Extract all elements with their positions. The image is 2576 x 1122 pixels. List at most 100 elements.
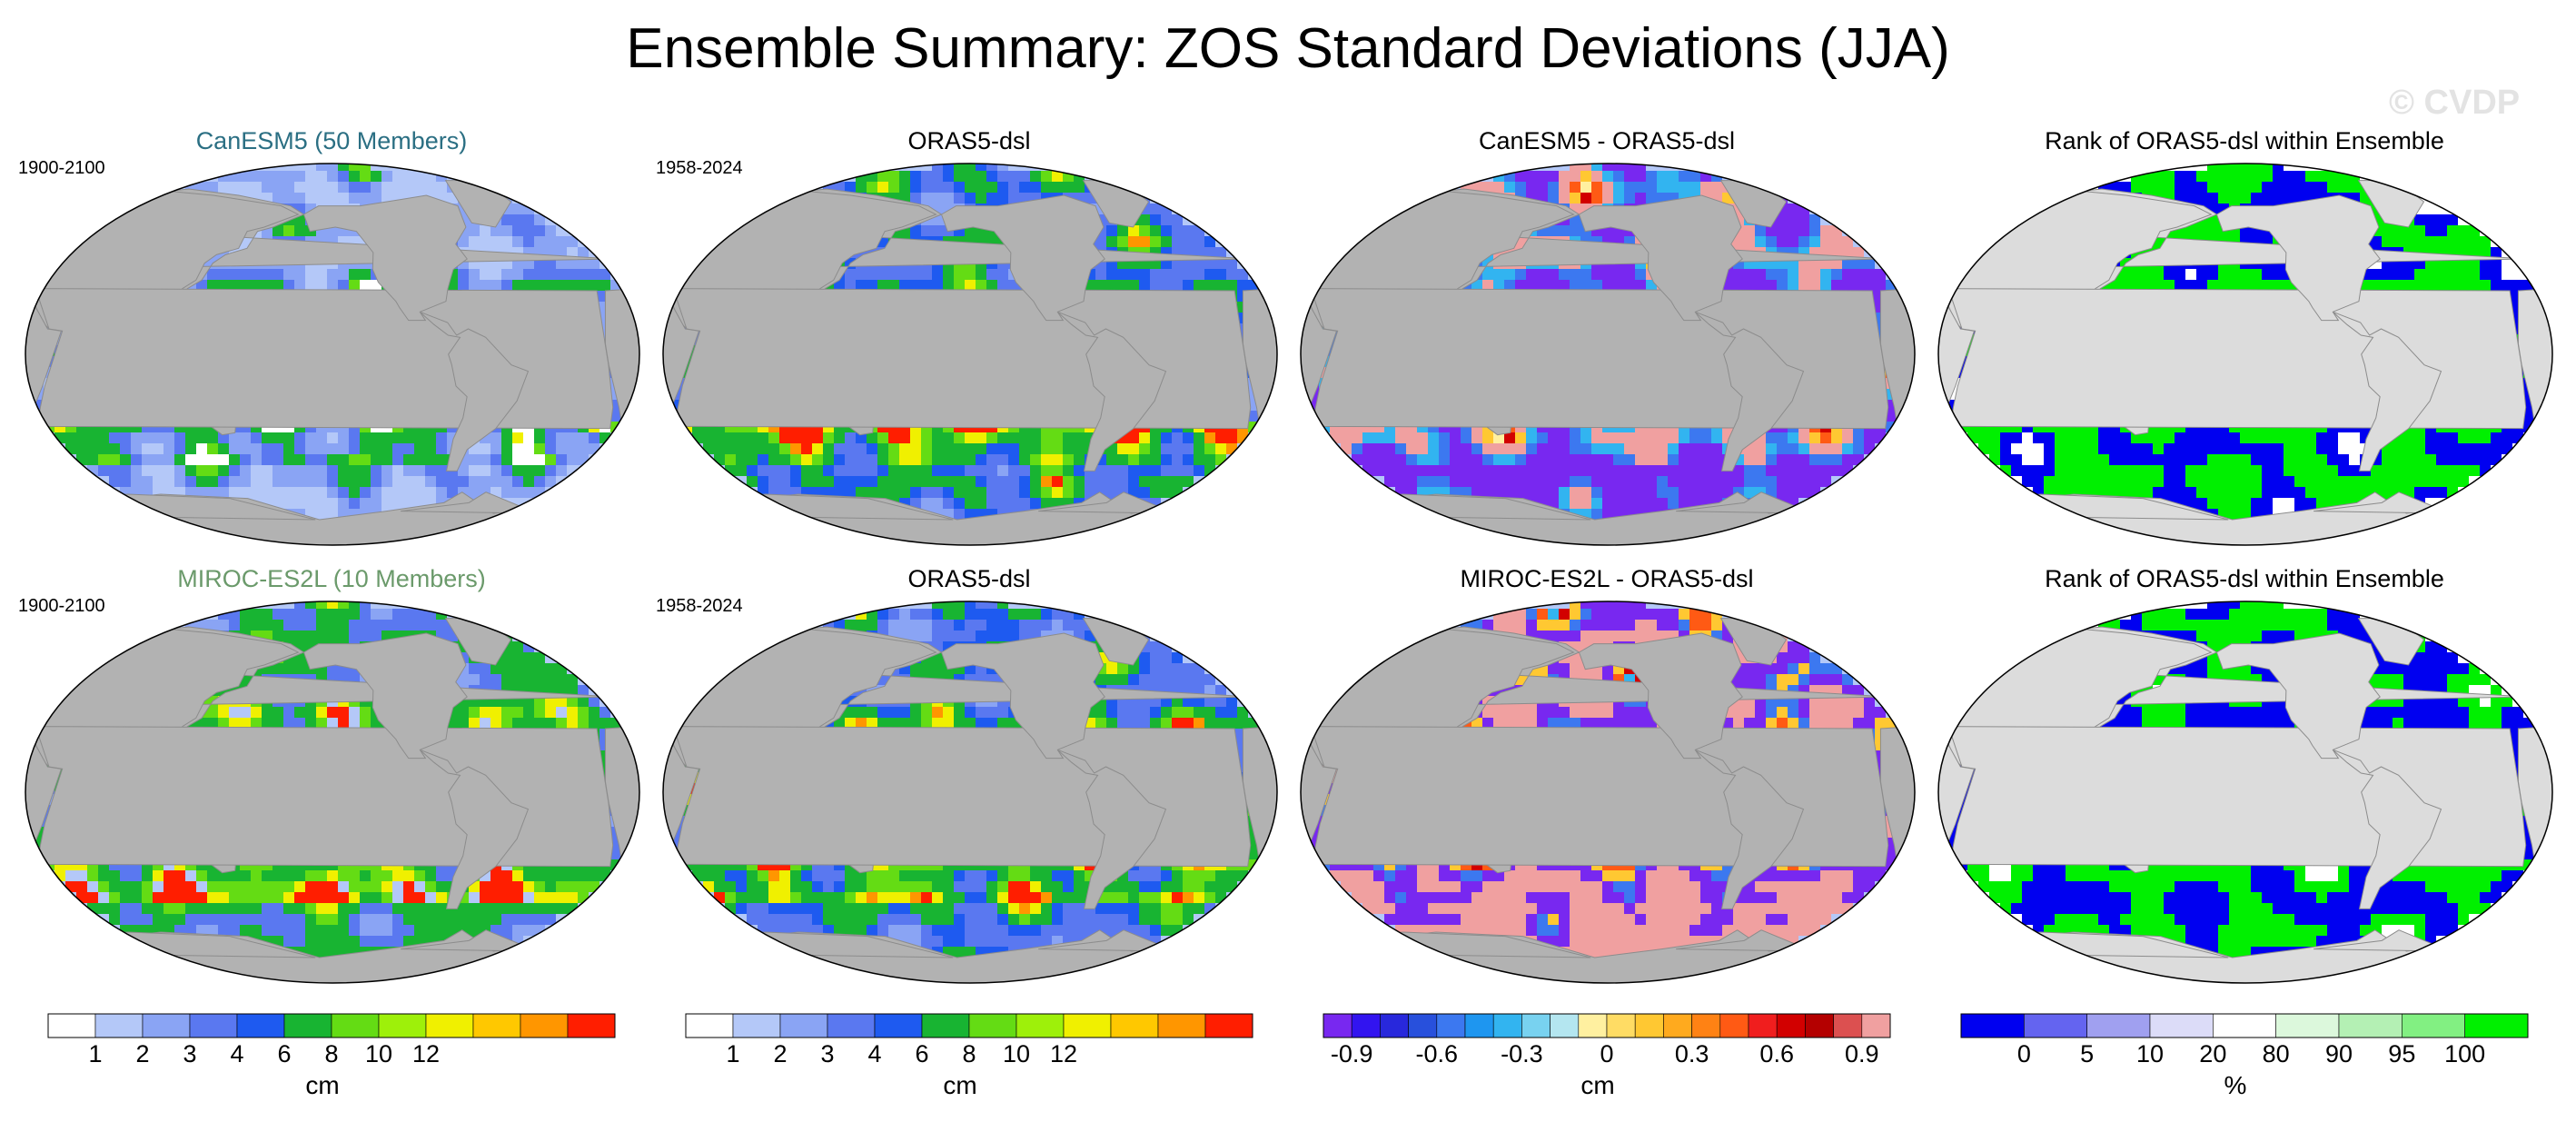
grid-cell xyxy=(174,476,185,487)
grid-cell xyxy=(1515,269,1526,280)
grid-cell xyxy=(163,454,174,465)
grid-cell xyxy=(1668,171,1679,182)
grid-cell xyxy=(899,432,910,443)
grid-cell xyxy=(338,454,349,465)
grid-cell xyxy=(1008,476,1019,487)
grid-cell xyxy=(589,269,599,280)
grid-cell xyxy=(965,269,976,280)
grid-cell xyxy=(1700,465,1711,476)
grid-cell xyxy=(1831,236,1842,247)
grid-cell xyxy=(1570,182,1580,193)
grid-cell xyxy=(1744,487,1755,498)
grid-cell xyxy=(2185,225,2196,236)
grid-cell xyxy=(1755,443,1766,454)
grid-cell xyxy=(899,465,910,476)
grid-cell xyxy=(207,476,218,487)
grid-cell xyxy=(1008,443,1019,454)
landmass xyxy=(663,288,700,430)
grid-cell xyxy=(501,476,512,487)
grid-cell xyxy=(1030,454,1041,465)
grid-cell xyxy=(1864,258,1875,269)
grid-cell xyxy=(403,465,414,476)
grid-cell xyxy=(976,498,986,509)
grid-cell xyxy=(1853,432,1864,443)
grid-cell xyxy=(1373,443,1384,454)
grid-cell xyxy=(403,454,414,465)
grid-cell xyxy=(1052,487,1063,498)
panel-title: ORAS5-dsl xyxy=(907,127,1031,154)
grid-cell xyxy=(2175,171,2185,182)
grid-cell xyxy=(1063,432,1074,443)
grid-cell xyxy=(578,269,589,280)
grid-cell xyxy=(932,225,943,236)
grid-cell xyxy=(1635,182,1646,193)
grid-cell xyxy=(954,164,965,171)
grid-cell xyxy=(262,432,272,443)
grid-cell xyxy=(1766,465,1777,476)
grid-cell xyxy=(1580,487,1591,498)
grid-cell xyxy=(899,454,910,465)
grid-cell xyxy=(523,432,534,443)
grid-cell xyxy=(1461,454,1471,465)
grid-cell xyxy=(736,465,747,476)
grid-cell xyxy=(131,443,142,454)
grid-cell xyxy=(1602,171,1613,182)
grid-cell xyxy=(120,465,131,476)
grid-cell xyxy=(1679,432,1689,443)
grid-cell xyxy=(801,476,812,487)
grid-cell xyxy=(943,476,954,487)
grid-cell xyxy=(965,182,976,193)
grid-cell xyxy=(1019,193,1030,204)
grid-cell xyxy=(1537,269,1548,280)
grid-cell xyxy=(1591,182,1602,193)
grid-cell xyxy=(812,432,823,443)
grid-cell xyxy=(1744,476,1755,487)
grid-cell xyxy=(2458,225,2469,236)
grid-cell xyxy=(1744,465,1755,476)
grid-cell xyxy=(360,164,371,171)
grid-cell xyxy=(932,454,943,465)
grid-cell xyxy=(185,443,196,454)
grid-cell xyxy=(545,225,556,236)
grid-cell xyxy=(1052,465,1063,476)
grid-cell xyxy=(1471,432,1482,443)
grid-cell xyxy=(490,465,501,476)
grid-cell xyxy=(856,454,867,465)
grid-cell xyxy=(218,182,229,193)
grid-cell xyxy=(2153,171,2164,182)
grid-cell xyxy=(545,269,556,280)
grid-cell xyxy=(910,454,921,465)
grid-cell xyxy=(523,280,534,291)
grid-cell xyxy=(1493,443,1504,454)
grid-cell xyxy=(2469,236,2480,247)
grid-cell xyxy=(1482,454,1493,465)
grid-cell xyxy=(1161,476,1172,487)
grid-cell xyxy=(1613,193,1624,204)
grid-cell xyxy=(142,476,153,487)
grid-cell xyxy=(986,269,997,280)
grid-cell xyxy=(1548,476,1559,487)
grid-cell xyxy=(801,443,812,454)
grid-cell xyxy=(845,269,856,280)
grid-cell xyxy=(943,280,954,291)
grid-cell xyxy=(910,269,921,280)
grid-cell xyxy=(207,269,218,280)
grid-cell xyxy=(1657,193,1668,204)
grid-cell xyxy=(1515,454,1526,465)
grid-cell xyxy=(965,193,976,204)
grid-cell xyxy=(1117,476,1128,487)
grid-cell xyxy=(501,269,512,280)
grid-cell xyxy=(1788,236,1798,247)
grid-cell xyxy=(1798,280,1809,291)
grid-cell xyxy=(316,476,327,487)
grid-cell xyxy=(1526,171,1537,182)
grid-cell xyxy=(98,432,109,443)
grid-cell xyxy=(1809,236,1820,247)
grid-cell xyxy=(283,498,294,509)
grid-cell xyxy=(294,171,305,182)
grid-cell xyxy=(1493,487,1504,498)
grid-cell xyxy=(436,454,447,465)
grid-cell xyxy=(758,465,768,476)
grid-cell xyxy=(1085,487,1095,498)
grid-cell xyxy=(1074,454,1085,465)
